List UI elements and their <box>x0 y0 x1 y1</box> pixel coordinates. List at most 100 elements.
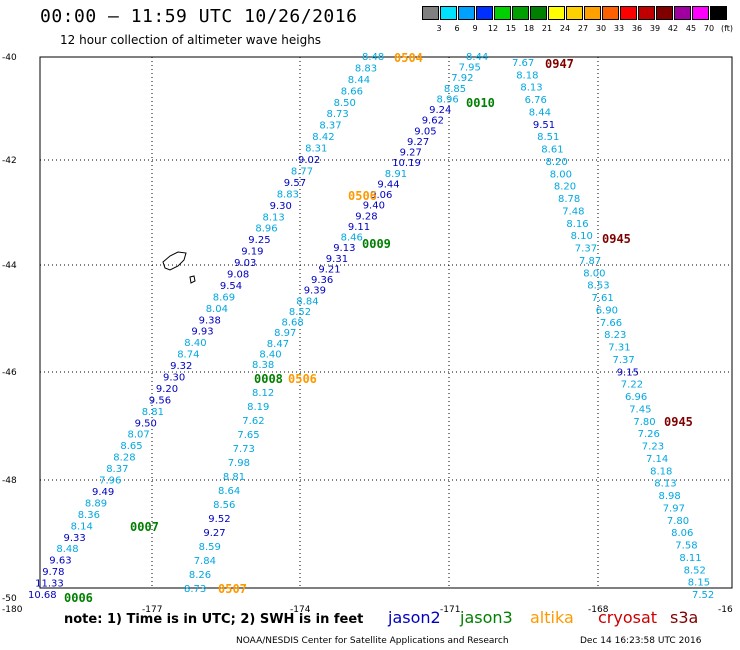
wave-height-value: 8.44 <box>466 52 488 63</box>
wave-height-value: 8.40 <box>184 338 206 349</box>
wave-height-value: 8.44 <box>348 75 370 86</box>
wave-height-value: 7.92 <box>451 73 473 84</box>
wave-height-value: 8.65 <box>120 441 142 452</box>
colorbar-label: 18 <box>523 24 535 33</box>
wave-height-value: 8.07 <box>128 430 150 441</box>
colorbar-label: 39 <box>649 24 661 33</box>
lon-tick-label: -177 <box>142 605 162 615</box>
colorbar-swatch <box>674 6 691 20</box>
wave-height-value: 8.40 <box>259 349 281 360</box>
legend-jason2: jason2 <box>388 608 441 627</box>
wave-height-value: 9.03 <box>234 258 256 269</box>
colorbar-swatch <box>512 6 529 20</box>
wave-height-value: 7.80 <box>633 417 655 428</box>
wave-height-value: 9.38 <box>199 315 221 326</box>
colorbar-label: 3 <box>436 24 442 33</box>
colorbar-label: 21 <box>541 24 553 33</box>
wave-height-value: 9.44 <box>377 179 399 190</box>
lon-tick-label: -16 <box>718 605 733 615</box>
wave-height-value: 8.14 <box>71 521 93 532</box>
wave-height-value: 7.67 <box>512 58 534 69</box>
wave-height-value: 8.59 <box>199 542 221 553</box>
page-subtitle: 12 hour collection of altimeter wave hei… <box>60 33 322 47</box>
island-outline <box>162 251 187 271</box>
wave-height-value: 8.18 <box>650 466 672 477</box>
legend-altika: altika <box>530 608 574 627</box>
colorbar-label: 27 <box>577 24 589 33</box>
colorbar-swatch <box>656 6 673 20</box>
wave-height-value: 7.87 <box>579 256 601 267</box>
wave-height-value: 9.56 <box>149 395 171 406</box>
wave-height-value: 8.13 <box>654 479 676 490</box>
colorbar-swatch <box>620 6 637 20</box>
wave-height-value: 6.76 <box>525 95 547 106</box>
credit-line: NOAA/NESDIS Center for Satellite Applica… <box>236 636 509 646</box>
wave-height-value: 7.58 <box>675 541 697 552</box>
wave-height-value: 9.05 <box>414 126 436 137</box>
lat-tick-label: -44 <box>2 261 17 271</box>
wave-height-value: 8.26 <box>189 570 211 581</box>
wave-height-value: 8.37 <box>106 464 128 475</box>
colorbar-label: 42 <box>667 24 679 33</box>
wave-height-value: 9.27 <box>407 137 429 148</box>
wave-height-value: 8.28 <box>113 453 135 464</box>
wave-height-value: 8.64 <box>218 486 240 497</box>
wave-height-value: 8.96 <box>255 224 277 235</box>
wave-height-value: 8.89 <box>85 498 107 509</box>
wave-height-value: 9.28 <box>355 211 377 222</box>
wave-height-value: 9.19 <box>241 247 263 258</box>
wave-height-value: 8.96 <box>437 95 459 106</box>
wave-height-value: 8.85 <box>444 84 466 95</box>
wave-height-value: 7.52 <box>692 590 714 601</box>
orbit-label: 0006 <box>64 591 93 605</box>
wave-height-value: 8.06 <box>671 528 693 539</box>
wave-height-value: 8.12 <box>252 388 274 399</box>
wave-height-value: 8.84 <box>296 296 318 307</box>
wave-height-value: 7.84 <box>194 556 216 567</box>
colorbar-label: 12 <box>487 24 499 33</box>
wave-height-value: 9.62 <box>422 116 444 127</box>
orbit-label: 0007 <box>130 520 159 534</box>
wave-height-value: 9.54 <box>220 281 242 292</box>
legend-jason3: jason3 <box>460 608 513 627</box>
generated-timestamp: Dec 14 16:23:58 UTC 2016 <box>580 636 702 646</box>
wave-height-value: 8.51 <box>537 132 559 143</box>
orbit-label: 0504 <box>394 51 423 65</box>
wave-height-value: 7.65 <box>237 430 259 441</box>
wave-height-value: 9.57 <box>284 178 306 189</box>
wave-height-value: 8.31 <box>305 144 327 155</box>
colorbar-label: 6 <box>454 24 460 33</box>
wave-height-value: 9.49 <box>92 487 114 498</box>
wave-height-value: 9.08 <box>227 270 249 281</box>
wave-height-value: 8.68 <box>282 318 304 329</box>
wave-height-value: 8.98 <box>659 491 681 502</box>
wave-height-value: 7.95 <box>459 63 481 74</box>
wave-height-value: 9.93 <box>191 327 213 338</box>
wave-height-value: 9.40 <box>363 201 385 212</box>
wave-height-value: 8.74 <box>177 350 199 361</box>
lon-tick-label: -171 <box>440 605 460 615</box>
orbit-label: 0507 <box>218 582 247 596</box>
wave-height-value: 9.27 <box>203 528 225 539</box>
wave-height-value: 8.47 <box>267 339 289 350</box>
wave-height-value: 8.61 <box>541 145 563 156</box>
lat-tick-label: -40 <box>2 53 17 63</box>
wave-height-value: 10.19 <box>392 158 421 169</box>
orbit-label: 0506 <box>348 189 377 203</box>
wave-height-value: 7.96 <box>99 476 121 487</box>
wave-height-value: 7.48 <box>562 207 584 218</box>
legend-s3a: s3a <box>670 608 699 627</box>
colorbar-swatch <box>530 6 547 20</box>
wave-height-value: 7.26 <box>638 429 660 440</box>
wave-height-value: 8.69 <box>213 292 235 303</box>
wave-height-value: 8.97 <box>274 328 296 339</box>
wave-height-value: 8.00 <box>583 268 605 279</box>
wave-height-value: 8.83 <box>277 189 299 200</box>
colorbar-swatch <box>458 6 475 20</box>
wave-height-value: 8.66 <box>341 86 363 97</box>
page-title: 00:00 – 11:59 UTC 10/26/2016 <box>40 6 358 27</box>
wave-height-value: 9.50 <box>135 418 157 429</box>
wave-height-value: 8.04 <box>206 304 228 315</box>
wave-height-value: 8.13 <box>263 212 285 223</box>
lat-tick-label: -42 <box>2 156 17 166</box>
